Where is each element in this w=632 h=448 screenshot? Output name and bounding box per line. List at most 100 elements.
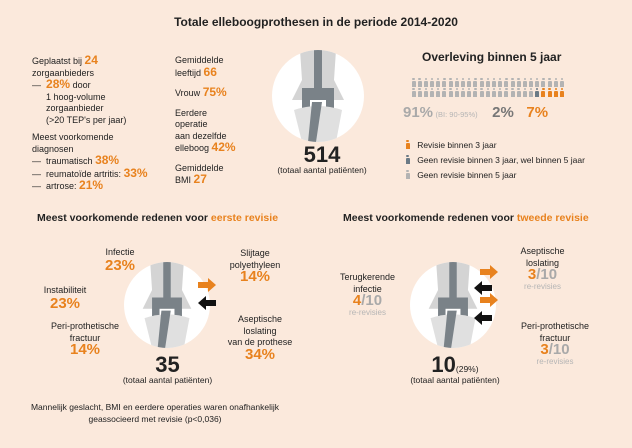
- stats-mid: Gemiddelde leeftijd 66 Vrouw 75% Eerdere…: [175, 55, 270, 187]
- reason-unit: re-revisies: [536, 356, 574, 366]
- reason-unit: re-revisies: [524, 281, 561, 291]
- legend-item: Geen revisie binnen 5 jaar: [405, 167, 585, 182]
- reason-label: fractuur: [69, 332, 101, 343]
- survival-percentages: 91% (BI: 90-95%) 2% 7%: [403, 104, 548, 121]
- placed-suffix: zorgaanbieders: [32, 67, 95, 78]
- person-icon: [516, 88, 521, 97]
- total-label: (totaal aantal patiënten): [277, 165, 367, 175]
- person-icon: [442, 78, 447, 87]
- arrow-in-icon: [198, 296, 216, 310]
- first-total: 35 (totaal aantal patiënten): [110, 352, 225, 385]
- bmi-label: BMI: [175, 175, 192, 185]
- person-icon: [430, 78, 435, 87]
- survival-legend: Revisie binnen 3 jaar Geen revisie binne…: [405, 137, 585, 182]
- person-icon: [411, 78, 416, 87]
- person-icon: [405, 155, 410, 164]
- person-icon: [485, 88, 490, 97]
- diagnosis-value: 33%: [123, 165, 148, 180]
- reason-label: Peri-prothetische: [50, 321, 120, 331]
- legend-item: Revisie binnen 3 jaar: [405, 137, 585, 152]
- person-icon: [491, 78, 496, 87]
- reason-value: 14%: [239, 268, 271, 285]
- person-icon: [442, 88, 447, 97]
- reason-value: 34%: [244, 345, 276, 363]
- prev-value: 42%: [211, 140, 236, 154]
- total-patients: 514 (totaal aantal patiënten): [262, 142, 382, 175]
- arrow-in-icon: [474, 311, 492, 325]
- reason-infectie: Infectie 23%: [80, 247, 160, 274]
- person-icon: [417, 88, 422, 97]
- reason-aseptic-loosening: Aseptische loslating 3/10 re-revisies: [505, 246, 580, 292]
- second-total: 10(29%) (totaal aantal patiënten): [395, 352, 515, 385]
- prev-label: operatie: [175, 119, 208, 129]
- diagnosis-item: — traumatisch 38%: [32, 153, 120, 167]
- reason-unit: re-revisies: [349, 307, 386, 317]
- person-icon: [461, 88, 466, 97]
- person-icon: [485, 78, 490, 87]
- person-icon: [436, 88, 441, 97]
- prev-label: Eerdere: [175, 107, 208, 118]
- reason-label: polyethyleen: [229, 259, 281, 270]
- hv-value: 28%: [46, 77, 71, 91]
- reason-label: Aseptische: [237, 314, 283, 324]
- first-revision-title: Meest voorkomende redenen voor eerste re…: [37, 212, 278, 224]
- person-icon: [510, 88, 515, 97]
- person-icon: [504, 88, 509, 97]
- person-icon: [541, 78, 546, 87]
- note-line: Mannelijk geslacht, BMI en eerdere opera…: [30, 402, 280, 412]
- person-icon: [430, 88, 435, 97]
- reason-value: 23%: [49, 295, 81, 312]
- person-icon: [535, 88, 540, 97]
- person-icon: [417, 78, 422, 87]
- pct-late-revision: 2%: [492, 104, 514, 121]
- person-icon: [522, 88, 527, 97]
- reason-slijtage: Slijtage polyethyleen 14%: [215, 248, 295, 285]
- reason-label: van de prothese: [227, 337, 293, 347]
- age-label: leeftijd: [175, 67, 202, 78]
- arrow-in-icon: [474, 281, 492, 295]
- person-icon: [553, 78, 558, 87]
- diagnosis-item: — artrose: 21%: [32, 178, 104, 192]
- title-highlight: tweede revisie: [516, 212, 589, 224]
- total-value: 514: [303, 142, 341, 167]
- title-prefix: Meest voorkomende redenen voor: [343, 212, 514, 224]
- person-icon: [454, 88, 459, 97]
- reason-count: 3: [527, 266, 537, 283]
- reason-recurrent-infection: Terugkerende infectie 4/10 re-revisies: [330, 272, 405, 318]
- reason-label: fractuur: [539, 332, 571, 343]
- reason-label: Aseptische: [520, 246, 565, 256]
- reason-value: 23%: [104, 257, 136, 274]
- person-icon: [504, 78, 509, 87]
- title-prefix: Meest voorkomende redenen voor: [37, 212, 208, 224]
- reason-value: 14%: [69, 341, 101, 358]
- person-icon: [522, 78, 527, 87]
- person-icon: [498, 78, 503, 87]
- person-icon: [560, 88, 565, 97]
- reason-total: /10: [536, 266, 558, 283]
- arrow-out-icon: [198, 278, 216, 292]
- diagnosis-item: — reumatoïde artritis: 33%: [32, 165, 148, 180]
- person-icon: [553, 88, 558, 97]
- age-label: Gemiddelde: [175, 55, 224, 65]
- first-note: Mannelijk geslacht, BMI en eerdere opera…: [20, 402, 290, 425]
- placed-label: Geplaatst bij: [32, 56, 83, 66]
- elbow-prosthesis-illustration: [410, 262, 496, 348]
- reason-label: loslating: [243, 325, 277, 336]
- person-icon: [560, 78, 565, 87]
- reason-count: 4: [352, 292, 362, 309]
- pictogram-row: [411, 78, 566, 88]
- reason-total: /10: [361, 292, 383, 309]
- stats-left: Geplaatst bij 24 zorgaanbieders — 28% do…: [32, 54, 172, 193]
- note-line: geassocieerd met revisie (p<0,036): [88, 413, 222, 424]
- hv-line: zorgaanbieder: [46, 103, 104, 113]
- person-icon: [454, 78, 459, 87]
- diagnosis-label: traumatisch: [46, 156, 93, 166]
- second-revision-title: Meest voorkomende redenen voor tweede re…: [343, 212, 589, 224]
- reason-label: Slijtage: [240, 248, 270, 258]
- reason-count: 3: [540, 341, 549, 358]
- reason-label: Infectie: [105, 247, 135, 257]
- age-value: 66: [203, 64, 217, 79]
- prev-label: aan dezelfde: [175, 130, 227, 141]
- legend-item: Geen revisie binnen 3 jaar, wel binnen 5…: [405, 152, 585, 167]
- elbow-prosthesis-illustration: [124, 262, 210, 348]
